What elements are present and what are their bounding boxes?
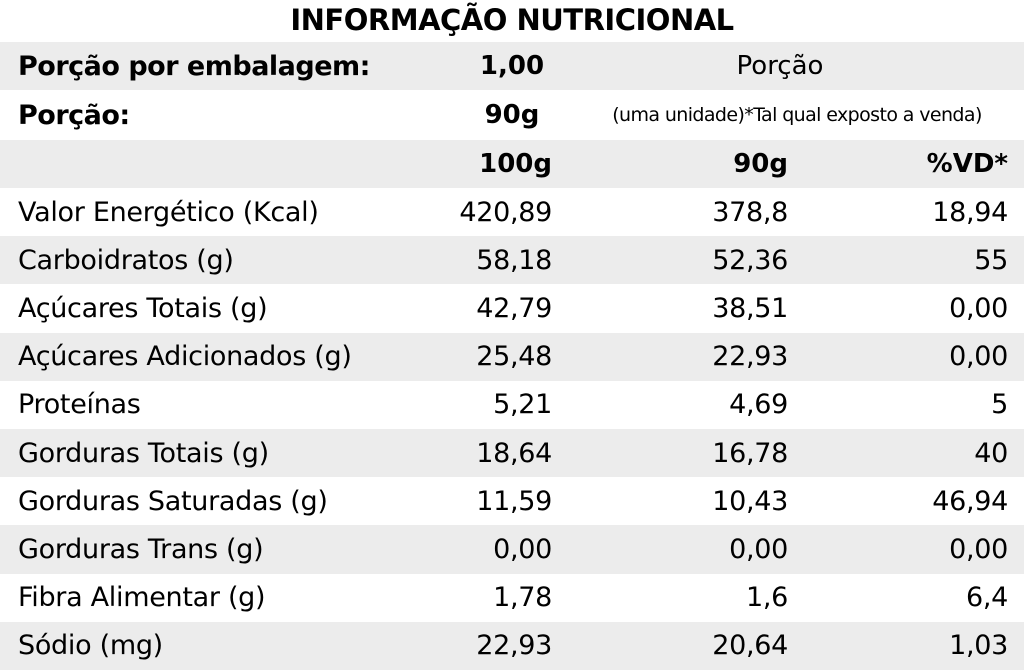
nutrient-name: Açúcares Totais (g) <box>18 292 268 324</box>
nutrient-value-portion: 52,36 <box>712 244 788 276</box>
nutrient-value-100g: 18,64 <box>476 437 552 469</box>
nutrient-row: Fibra Alimentar (g) 1,78 1,6 6,4 <box>0 574 1024 622</box>
nutrient-value-vd: 0,00 <box>949 341 1008 373</box>
nutrient-value-vd: 18,94 <box>932 196 1008 228</box>
nutrient-name: Sódio (mg) <box>18 630 163 662</box>
nutrient-value-portion: 4,69 <box>729 389 788 421</box>
nutrient-value-100g: 42,79 <box>476 292 552 324</box>
nutrient-value-vd: 40 <box>974 437 1008 469</box>
nutrient-value-vd: 55 <box>974 244 1008 276</box>
nutrient-name: Valor Energético (Kcal) <box>18 196 319 228</box>
nutrient-value-portion: 16,78 <box>712 437 788 469</box>
nutrient-value-vd: 46,94 <box>932 485 1008 517</box>
nutrient-value-vd: 1,03 <box>949 630 1008 662</box>
column-header-vd: %VD* <box>926 149 1008 179</box>
nutrient-row: Gorduras Saturadas (g) 11,59 10,43 46,94 <box>0 477 1024 525</box>
nutrient-name: Carboidratos (g) <box>18 244 234 276</box>
nutrient-value-portion: 20,64 <box>712 630 788 662</box>
column-header-row: 100g 90g %VD* <box>0 140 1024 188</box>
portions-per-pack-label: Porção por embalagem: <box>18 50 370 82</box>
portion-row: Porção: 90g (uma unidade)*Tal qual expos… <box>0 90 1024 140</box>
portion-heading: Porção <box>736 51 824 81</box>
portion-label: Porção: <box>18 99 130 131</box>
nutrient-value-vd: 0,00 <box>949 533 1008 565</box>
nutrient-row: Gorduras Trans (g) 0,00 0,00 0,00 <box>0 525 1024 574</box>
nutrient-name: Fibra Alimentar (g) <box>18 582 266 614</box>
nutrient-value-vd: 6,4 <box>965 582 1008 614</box>
column-header-100g: 100g <box>479 149 552 179</box>
nutrient-name: Gorduras Saturadas (g) <box>18 485 328 517</box>
nutrient-row: Valor Energético (Kcal) 420,89 378,8 18,94 <box>0 188 1024 236</box>
nutrient-value-vd: 5 <box>991 389 1008 421</box>
nutrient-row: Gorduras Totais (g) 18,64 16,78 40 <box>0 429 1024 478</box>
nutrient-value-100g: 22,93 <box>476 630 552 662</box>
portion-value: 90g <box>484 100 540 130</box>
nutrient-value-portion: 10,43 <box>712 485 788 517</box>
portion-note: (uma unidade)*Tal qual exposto a venda) <box>612 104 982 126</box>
nutrient-name: Gorduras Totais (g) <box>18 437 269 469</box>
nutrient-name: Proteínas <box>18 389 141 421</box>
nutrient-value-100g: 5,21 <box>493 389 552 421</box>
nutrient-value-portion: 0,00 <box>729 533 788 565</box>
nutrient-value-portion: 38,51 <box>712 292 788 324</box>
nutrient-value-vd: 0,00 <box>949 292 1008 324</box>
label-title: INFORMAÇÃO NUTRICIONAL <box>290 3 734 37</box>
nutrient-value-100g: 0,00 <box>493 533 552 565</box>
nutrient-value-100g: 25,48 <box>476 341 552 373</box>
nutrient-value-100g: 11,59 <box>476 485 552 517</box>
nutrient-value-100g: 58,18 <box>476 244 552 276</box>
portions-per-pack-row: Porção por embalagem: 1,00 Porção <box>0 42 1024 90</box>
nutrient-row: Açúcares Adicionados (g) 25,48 22,93 0,00 <box>0 332 1024 381</box>
nutrient-value-100g: 420,89 <box>459 196 552 228</box>
nutrient-name: Gorduras Trans (g) <box>18 533 264 565</box>
nutrient-value-portion: 1,6 <box>745 582 788 614</box>
nutrient-row: Sódio (mg) 22,93 20,64 1,03 <box>0 621 1024 670</box>
nutrient-row: Proteínas 5,21 4,69 5 <box>0 381 1024 429</box>
nutrient-value-portion: 378,8 <box>712 196 788 228</box>
column-header-portion: 90g <box>733 149 788 179</box>
portions-per-pack-value: 1,00 <box>479 51 545 81</box>
nutrient-name: Açúcares Adicionados (g) <box>18 341 352 373</box>
nutrient-row: Açúcares Totais (g) 42,79 38,51 0,00 <box>0 284 1024 332</box>
nutrient-value-portion: 22,93 <box>712 341 788 373</box>
nutrient-value-100g: 1,78 <box>493 582 552 614</box>
nutrient-row: Carboidratos (g) 58,18 52,36 55 <box>0 236 1024 285</box>
